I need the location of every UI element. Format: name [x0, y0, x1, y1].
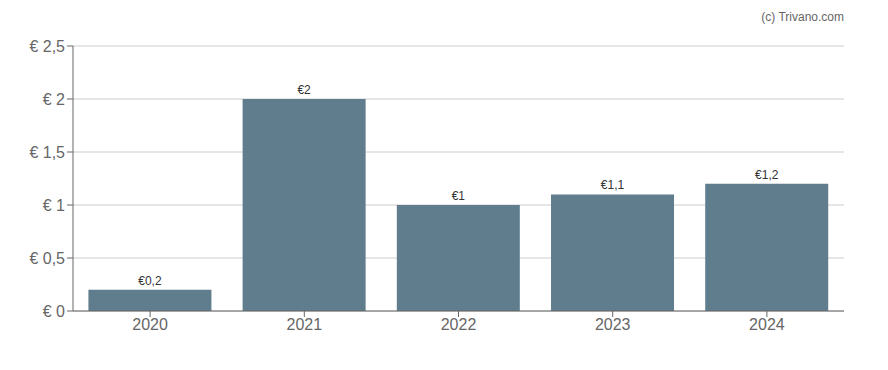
svg-text:€ 1: € 1	[43, 197, 65, 214]
svg-text:€ 2,5: € 2,5	[29, 38, 65, 55]
html-text:(c) Trivano.com: (c) Trivano.com	[761, 10, 844, 24]
svg-text:€0,2: €0,2	[138, 274, 162, 288]
svg-text:€1,1: €1,1	[601, 178, 625, 192]
svg-text:€ 2: € 2	[43, 91, 65, 108]
svg-text:2022: 2022	[441, 316, 477, 333]
svg-text:2024: 2024	[749, 316, 785, 333]
svg-text:€1,2: €1,2	[755, 168, 779, 182]
svg-text:2023: 2023	[595, 316, 631, 333]
svg-text:2021: 2021	[287, 316, 323, 333]
svg-text:€2: €2	[297, 83, 311, 97]
svg-text:€ 1,5: € 1,5	[29, 144, 65, 161]
svg-text:€ 0: € 0	[43, 303, 65, 320]
svg-text:€ 0,5: € 0,5	[29, 250, 65, 267]
svg-text:€1: €1	[452, 189, 466, 203]
svg-text:2020: 2020	[132, 316, 168, 333]
